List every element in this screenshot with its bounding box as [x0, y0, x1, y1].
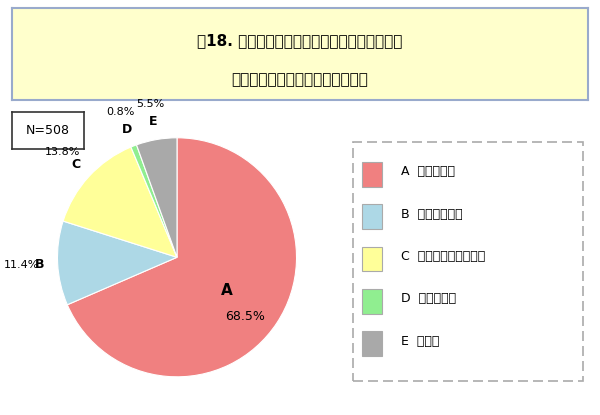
- Bar: [362, 247, 382, 271]
- Text: C  どちらともいえない: C どちらともいえない: [401, 250, 485, 263]
- Text: D  わからない: D わからない: [401, 292, 456, 305]
- Text: E: E: [149, 115, 158, 128]
- Bar: [362, 162, 382, 187]
- Text: B: B: [35, 258, 44, 271]
- Text: 0.8%: 0.8%: [107, 107, 135, 117]
- Text: D: D: [122, 123, 133, 136]
- Text: 必要だと思いますか【単数回答】: 必要だと思いますか【単数回答】: [232, 72, 368, 87]
- Text: 5.5%: 5.5%: [136, 99, 164, 109]
- Wedge shape: [67, 138, 296, 377]
- Text: 13.8%: 13.8%: [45, 147, 80, 157]
- Wedge shape: [63, 147, 177, 257]
- Text: A: A: [221, 283, 233, 298]
- Bar: [362, 204, 382, 229]
- Text: A  必要である: A 必要である: [401, 165, 455, 178]
- Wedge shape: [58, 221, 177, 305]
- Text: C: C: [71, 158, 80, 171]
- Wedge shape: [137, 138, 177, 257]
- Text: 68.5%: 68.5%: [225, 310, 265, 323]
- Text: N=508: N=508: [26, 124, 70, 137]
- Text: E  無回答: E 無回答: [401, 334, 439, 348]
- Text: 問18. あなたは、日本の政治にマニフェストは: 問18. あなたは、日本の政治にマニフェストは: [197, 33, 403, 48]
- Text: 11.4%: 11.4%: [4, 260, 40, 270]
- Wedge shape: [131, 145, 177, 257]
- Bar: [362, 289, 382, 314]
- Text: B  必要ではない: B 必要ではない: [401, 208, 463, 221]
- Bar: [362, 331, 382, 356]
